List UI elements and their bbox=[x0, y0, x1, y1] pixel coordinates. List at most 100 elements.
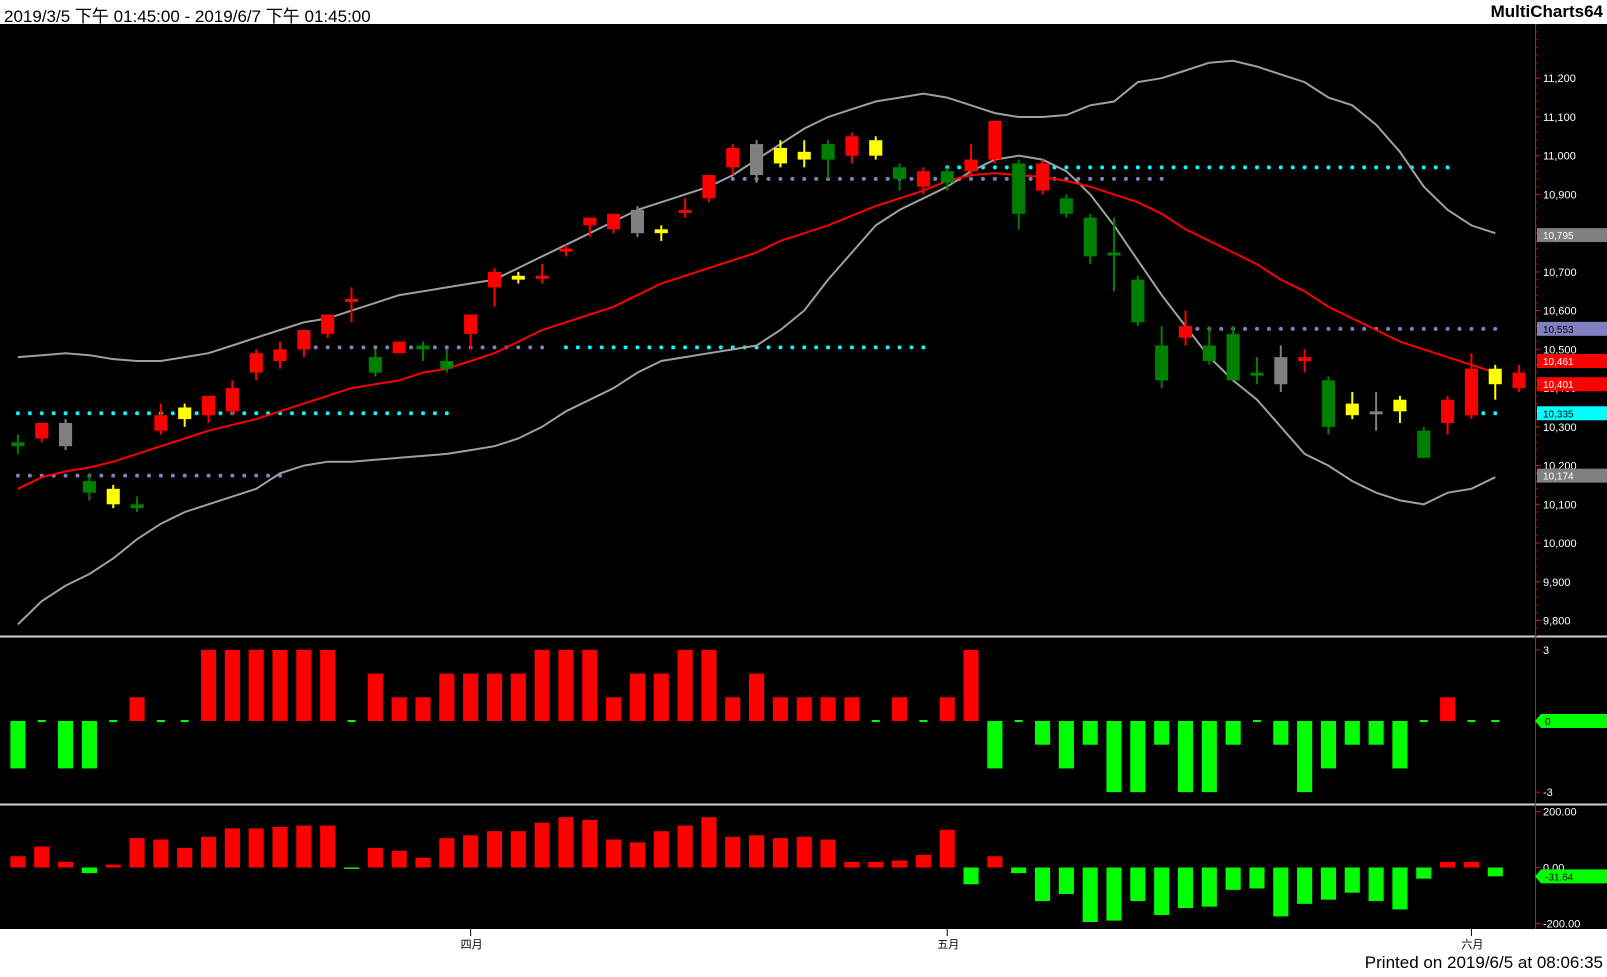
oscillator-bar bbox=[1392, 721, 1408, 769]
price-tick-label: 10,600 bbox=[1543, 306, 1577, 318]
dotted-level-point bbox=[325, 345, 330, 350]
dotted-level-point bbox=[778, 345, 783, 350]
candle-body bbox=[654, 229, 668, 234]
candle-body bbox=[702, 175, 716, 199]
oscillator-bar bbox=[153, 839, 169, 868]
dotted-level-point bbox=[1243, 165, 1248, 170]
oscillator-bar bbox=[58, 861, 74, 868]
oscillator-bar bbox=[534, 649, 550, 721]
price-tick-label: 10,500 bbox=[1543, 344, 1577, 356]
dotted-level-point bbox=[814, 176, 819, 181]
candle bbox=[1417, 426, 1431, 458]
dotted-level-point bbox=[1421, 326, 1426, 331]
candle bbox=[487, 268, 502, 307]
candle-body bbox=[1107, 252, 1121, 256]
oscillator-bar bbox=[81, 721, 97, 769]
dotted-level-point bbox=[1004, 176, 1009, 181]
dotted-level-point bbox=[1386, 326, 1391, 331]
candle-body bbox=[940, 171, 954, 183]
dotted-level-point bbox=[373, 345, 378, 350]
oscillator-bar bbox=[200, 649, 217, 721]
title-bar: 2019/3/5 下午 01:45:00 - 2019/6/7 下午 01:45… bbox=[0, 0, 1607, 26]
candle-body bbox=[964, 159, 978, 172]
price-tag bbox=[1537, 228, 1607, 243]
oscillator-bar bbox=[34, 846, 50, 868]
oscillator-bar bbox=[558, 649, 574, 721]
dotted-level-point bbox=[1135, 176, 1140, 181]
oscillator-bar bbox=[653, 831, 669, 868]
candle bbox=[1226, 326, 1240, 381]
dotted-level-point bbox=[409, 411, 414, 416]
oscillator-bar bbox=[486, 673, 503, 721]
oscillator-bar bbox=[248, 828, 264, 868]
oscillator-bar bbox=[796, 697, 812, 721]
dotted-level-point bbox=[1278, 326, 1283, 331]
dotted-level-point bbox=[349, 345, 354, 350]
oscillator-bar bbox=[367, 673, 383, 721]
candle bbox=[1178, 310, 1193, 346]
oscillator-bar bbox=[582, 649, 598, 721]
oscillator-bar bbox=[820, 839, 836, 868]
candle bbox=[1369, 391, 1383, 431]
dotted-level-point bbox=[742, 176, 747, 181]
dotted-level-point bbox=[1493, 411, 1498, 416]
dotted-level-point bbox=[1481, 411, 1486, 416]
dotted-level-point bbox=[814, 345, 819, 350]
oscillator-current-tag bbox=[1535, 869, 1607, 884]
dotted-level-point bbox=[432, 345, 437, 350]
dotted-level-point bbox=[718, 345, 723, 350]
dotted-level-point bbox=[289, 411, 294, 416]
dotted-level-point bbox=[349, 411, 354, 416]
dotted-level-point bbox=[170, 411, 175, 416]
oscillator-tick-label: -3 bbox=[1543, 787, 1553, 799]
month-label: 五月 bbox=[937, 939, 959, 951]
dotted-level-point bbox=[456, 345, 461, 350]
candle bbox=[178, 403, 192, 427]
dotted-level-point bbox=[849, 345, 854, 350]
oscillator-bar bbox=[725, 836, 741, 868]
dotted-level-point bbox=[1290, 326, 1295, 331]
oscillator-bar bbox=[606, 697, 622, 721]
oscillator-bar bbox=[200, 836, 217, 868]
oscillator-bar bbox=[415, 857, 431, 868]
candle bbox=[797, 140, 811, 168]
price-tag bbox=[1537, 321, 1607, 336]
oscillator-bar bbox=[109, 720, 118, 722]
dotted-level-point bbox=[1159, 165, 1164, 170]
candle bbox=[702, 175, 716, 203]
oscillator-bar bbox=[1201, 867, 1217, 907]
dotted-level-point bbox=[1231, 165, 1236, 170]
oscillator-bar bbox=[1273, 721, 1289, 745]
candle-body bbox=[607, 213, 621, 230]
dotted-level-point bbox=[135, 473, 140, 478]
oscillator-bar bbox=[1082, 867, 1098, 923]
oscillator-bar bbox=[58, 721, 74, 769]
oscillator-bar bbox=[463, 835, 479, 868]
oscillator-bar bbox=[772, 838, 788, 868]
dotted-level-point bbox=[266, 473, 271, 478]
oscillator-bar bbox=[1177, 867, 1194, 909]
dotted-level-point bbox=[1004, 165, 1009, 170]
dotted-level-point bbox=[385, 411, 390, 416]
dotted-level-point bbox=[1302, 326, 1307, 331]
dotted-level-point bbox=[1314, 326, 1319, 331]
oscillator-bar bbox=[129, 697, 145, 721]
oscillator-tick-label: 200.00 bbox=[1543, 807, 1577, 819]
dotted-level-point bbox=[1123, 176, 1128, 181]
dotted-level-point bbox=[992, 176, 997, 181]
candle-body bbox=[368, 357, 382, 373]
oscillator-bar bbox=[1344, 721, 1360, 745]
price-tick-label: 10,300 bbox=[1543, 422, 1577, 434]
oscillator-bar bbox=[606, 839, 622, 868]
candle-body bbox=[1417, 430, 1431, 458]
dotted-level-point bbox=[873, 176, 878, 181]
dotted-level-point bbox=[671, 345, 676, 350]
time-axis bbox=[0, 929, 1607, 956]
oscillator-bar bbox=[701, 649, 717, 721]
dotted-level-point bbox=[1219, 165, 1224, 170]
oscillator-bar bbox=[1491, 720, 1500, 722]
oscillator-bar bbox=[224, 649, 240, 721]
candle-body bbox=[559, 248, 573, 252]
chart-canvas[interactable]: 9,8009,90010,00010,10010,20010,30010,400… bbox=[0, 24, 1607, 956]
month-label: 四月 bbox=[461, 939, 483, 951]
